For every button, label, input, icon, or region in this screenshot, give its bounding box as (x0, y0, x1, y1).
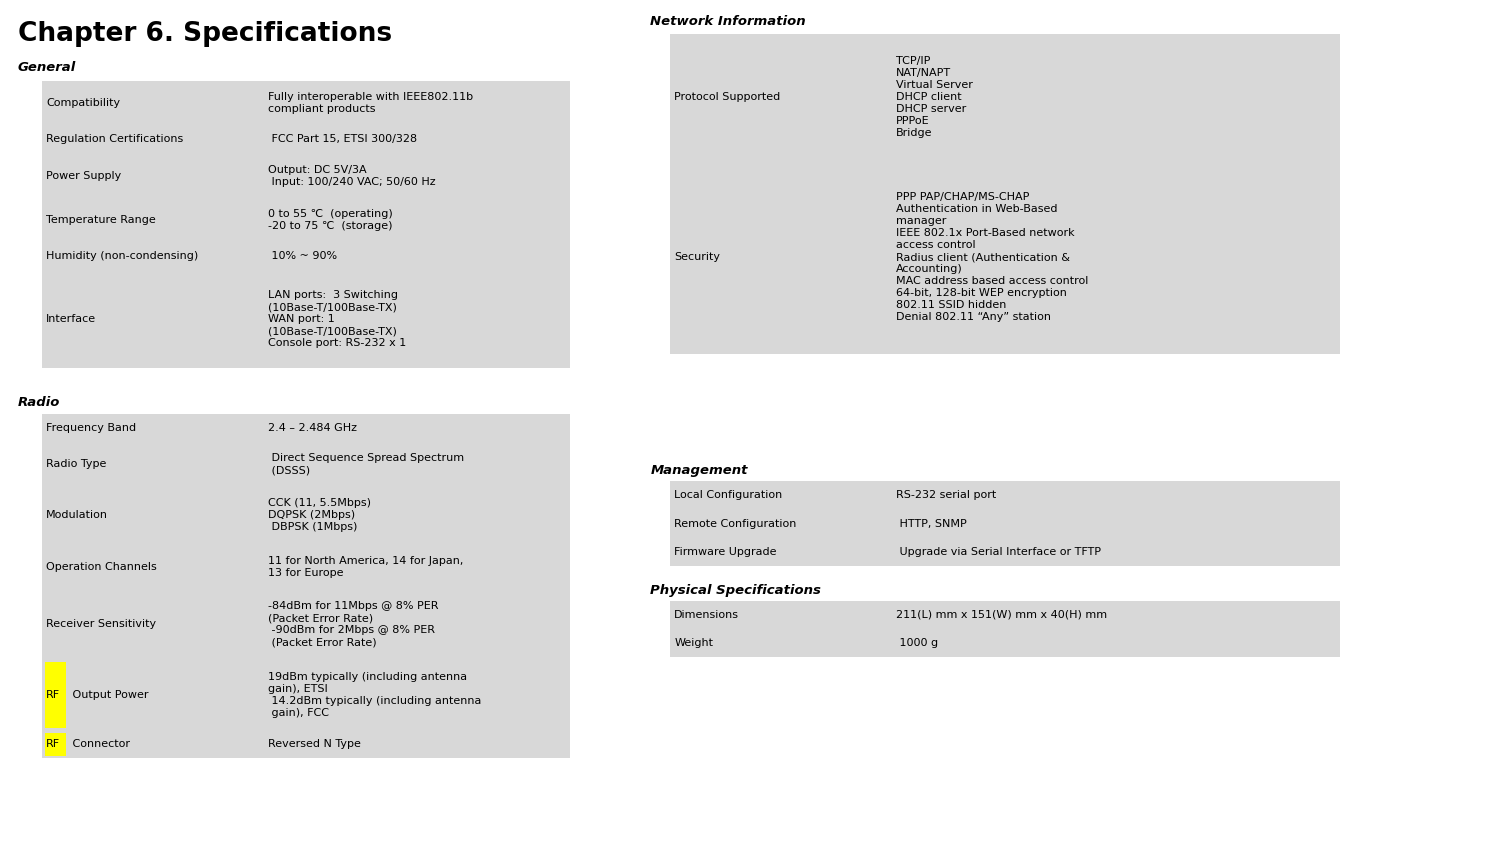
Text: -84dBm for 11Mbps @ 8% PER
(Packet Error Rate)
 -90dBm for 2Mbps @ 8% PER
 (Pack: -84dBm for 11Mbps @ 8% PER (Packet Error… (268, 602, 438, 647)
Bar (42, 81, 570, 125)
Text: Physical Specifications: Physical Specifications (650, 584, 821, 596)
Bar (42, 242, 570, 270)
Text: 10% ~ 90%: 10% ~ 90% (268, 251, 336, 261)
Text: Direct Sequence Spread Spectrum
 (DSSS): Direct Sequence Spread Spectrum (DSSS) (268, 453, 463, 475)
Text: Fully interoperable with IEEE802.11b
compliant products: Fully interoperable with IEEE802.11b com… (268, 92, 472, 114)
Text: RF: RF (46, 740, 60, 749)
Bar (42, 589, 570, 659)
Text: Protocol Supported: Protocol Supported (674, 92, 780, 102)
Bar (42, 153, 570, 198)
Text: Compatibility: Compatibility (46, 98, 121, 108)
Text: Management: Management (650, 464, 748, 477)
Text: Upgrade via Serial Interface or TFTP: Upgrade via Serial Interface or TFTP (896, 547, 1100, 556)
Bar (670, 509, 1340, 538)
Bar (42, 730, 570, 758)
Text: Frequency Band: Frequency Band (46, 423, 136, 433)
Text: Dimensions: Dimensions (674, 610, 739, 619)
Bar (42, 270, 570, 368)
Text: PPP PAP/CHAP/MS-CHAP
Authentication in Web-Based
manager
IEEE 802.1x Port-Based : PPP PAP/CHAP/MS-CHAP Authentication in W… (896, 193, 1088, 322)
Bar (42, 659, 570, 730)
Bar (670, 481, 1340, 509)
Text: Humidity (non-condensing): Humidity (non-condensing) (46, 251, 199, 261)
Text: Local Configuration: Local Configuration (674, 491, 782, 500)
Bar (45, 733, 66, 756)
Text: 2.4 – 2.484 GHz: 2.4 – 2.484 GHz (268, 423, 357, 433)
Text: Radio Type: Radio Type (46, 459, 106, 469)
Text: Temperature Range: Temperature Range (46, 215, 155, 225)
Bar (42, 544, 570, 589)
Text: Power Supply: Power Supply (46, 170, 121, 181)
Text: Interface: Interface (46, 314, 97, 324)
Text: Receiver Sensitivity: Receiver Sensitivity (46, 619, 157, 629)
Text: Network Information: Network Information (650, 15, 806, 28)
Text: Firmware Upgrade: Firmware Upgrade (674, 547, 777, 556)
Text: 1000 g: 1000 g (896, 638, 937, 648)
Text: Regulation Certifications: Regulation Certifications (46, 135, 184, 144)
Text: Operation Channels: Operation Channels (46, 561, 157, 572)
Text: Reversed N Type: Reversed N Type (268, 740, 360, 749)
Text: 11 for North America, 14 for Japan,
13 for Europe: 11 for North America, 14 for Japan, 13 f… (268, 556, 463, 578)
Bar (45, 662, 66, 728)
Text: LAN ports:  3 Switching
(10Base-T/100Base-TX)
WAN port: 1
(10Base-T/100Base-TX)
: LAN ports: 3 Switching (10Base-T/100Base… (268, 290, 405, 348)
Bar (670, 601, 1340, 629)
Text: Security: Security (674, 252, 721, 262)
Text: CCK (11, 5.5Mbps)
DQPSK (2Mbps)
 DBPSK (1Mbps): CCK (11, 5.5Mbps) DQPSK (2Mbps) DBPSK (1… (268, 498, 371, 532)
Text: 19dBm typically (including antenna
gain), ETSI
 14.2dBm typically (including ant: 19dBm typically (including antenna gain)… (268, 672, 481, 717)
Text: RS-232 serial port: RS-232 serial port (896, 491, 996, 500)
Text: Remote Configuration: Remote Configuration (674, 519, 797, 528)
Bar (670, 160, 1340, 354)
Text: FCC Part 15, ETSI 300/328: FCC Part 15, ETSI 300/328 (268, 135, 417, 144)
Bar (42, 414, 570, 442)
Bar (42, 198, 570, 242)
Text: Chapter 6. Specifications: Chapter 6. Specifications (18, 21, 392, 48)
Text: TCP/IP
NAT/NAPT
Virtual Server
DHCP client
DHCP server
PPPoE
Bridge: TCP/IP NAT/NAPT Virtual Server DHCP clie… (896, 56, 972, 138)
Bar (670, 629, 1340, 657)
Text: RF: RF (46, 690, 60, 699)
Text: Connector: Connector (69, 740, 130, 749)
Bar (42, 125, 570, 153)
Text: HTTP, SNMP: HTTP, SNMP (896, 519, 966, 528)
Text: 0 to 55 ℃  (operating)
-20 to 75 ℃  (storage): 0 to 55 ℃ (operating) -20 to 75 ℃ (stora… (268, 209, 392, 231)
Text: Output: DC 5V/3A
 Input: 100/240 VAC; 50/60 Hz: Output: DC 5V/3A Input: 100/240 VAC; 50/… (268, 164, 435, 187)
Bar (670, 34, 1340, 160)
Text: Weight: Weight (674, 638, 713, 648)
Text: Modulation: Modulation (46, 510, 108, 521)
Text: Radio: Radio (18, 396, 60, 409)
Text: Output Power: Output Power (69, 690, 148, 699)
Text: General: General (18, 61, 76, 74)
Bar (42, 486, 570, 544)
Text: 211(L) mm x 151(W) mm x 40(H) mm: 211(L) mm x 151(W) mm x 40(H) mm (896, 610, 1106, 619)
Bar (42, 442, 570, 486)
Bar (670, 538, 1340, 566)
